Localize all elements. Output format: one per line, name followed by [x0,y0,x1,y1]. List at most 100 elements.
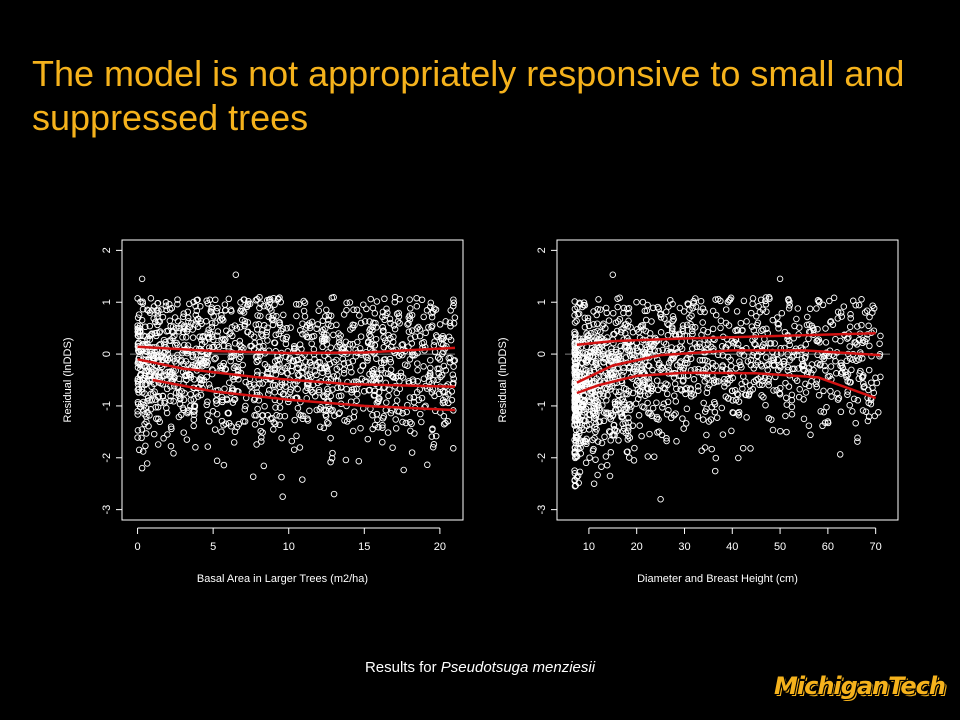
data-point [184,342,192,349]
data-point [699,416,707,423]
data-point [804,368,812,375]
data-point [745,392,753,399]
data-point [428,433,436,440]
data-point [700,326,707,334]
data-point [608,371,616,379]
data-point [703,431,710,439]
data-point [606,472,614,480]
data-point [613,427,621,435]
data-point [805,382,813,390]
data-point [428,309,435,317]
data-point [854,323,861,330]
data-point [222,336,229,343]
data-point [584,336,591,343]
caption-prefix: Results for [364,659,441,676]
data-point [589,447,597,455]
data-point [645,362,653,370]
data-point [391,298,399,306]
data-point [670,374,678,381]
data-point [717,324,724,332]
data-point [279,335,287,342]
data-point [184,409,191,417]
data-point [318,328,326,335]
data-point [834,396,842,403]
data-point [265,387,273,394]
y-tick-label: 2 [536,247,548,253]
data-point [576,468,584,476]
data-point [327,407,335,414]
data-point [571,319,579,326]
data-point [712,311,720,319]
data-point [148,397,155,404]
data-point [747,356,755,364]
data-point [349,427,357,435]
y-tick-label: 2 [101,247,113,253]
data-point [392,374,399,381]
data-point [604,385,611,392]
data-point [251,421,259,428]
data-point [150,315,157,322]
x-tick-label: 0 [134,541,140,553]
data-point [425,324,432,331]
data-point [135,339,142,346]
data-point [837,309,845,316]
data-point [173,339,180,347]
data-point [265,390,272,398]
data-point [247,331,255,338]
data-point [382,370,389,377]
data-point [174,300,181,308]
data-point [188,319,195,327]
data-point [778,309,786,317]
data-point [261,361,269,368]
data-point [450,299,458,307]
data-point [314,321,322,328]
data-point [224,409,232,417]
data-point [379,324,386,331]
data-point [143,413,150,420]
data-point [646,343,653,350]
data-point [192,321,199,328]
data-point [134,328,141,336]
data-point [837,337,844,345]
data-point [572,385,579,393]
data-point [138,426,146,433]
data-point [391,293,399,301]
data-point [572,437,580,445]
data-point [649,304,657,312]
data-point [719,362,726,369]
data-point [591,434,598,442]
data-point [211,426,219,433]
data-point [355,457,363,465]
data-point [607,386,614,393]
data-point [871,412,879,420]
data-point [638,364,645,371]
data-point [782,394,790,402]
data-point [416,332,424,340]
data-point [639,298,647,306]
data-point [618,326,625,333]
data-point [826,297,833,305]
data-point [805,335,812,343]
data-point [451,357,459,364]
data-point [630,457,638,464]
data-point [595,296,602,303]
data-point [579,396,586,404]
data-point [348,368,355,376]
data-point [756,308,764,316]
data-point [814,351,821,359]
point-cloud [134,271,459,500]
data-point [349,341,357,348]
data-point [658,363,666,371]
data-point [580,299,588,306]
data-point [785,383,793,390]
data-point [833,370,840,377]
data-point [134,411,141,418]
data-point [442,318,449,325]
data-point [380,359,388,366]
data-point [629,389,637,397]
data-point [299,476,306,483]
data-point [238,316,246,324]
data-point [235,355,243,363]
data-point [843,357,851,365]
data-point [858,321,865,329]
